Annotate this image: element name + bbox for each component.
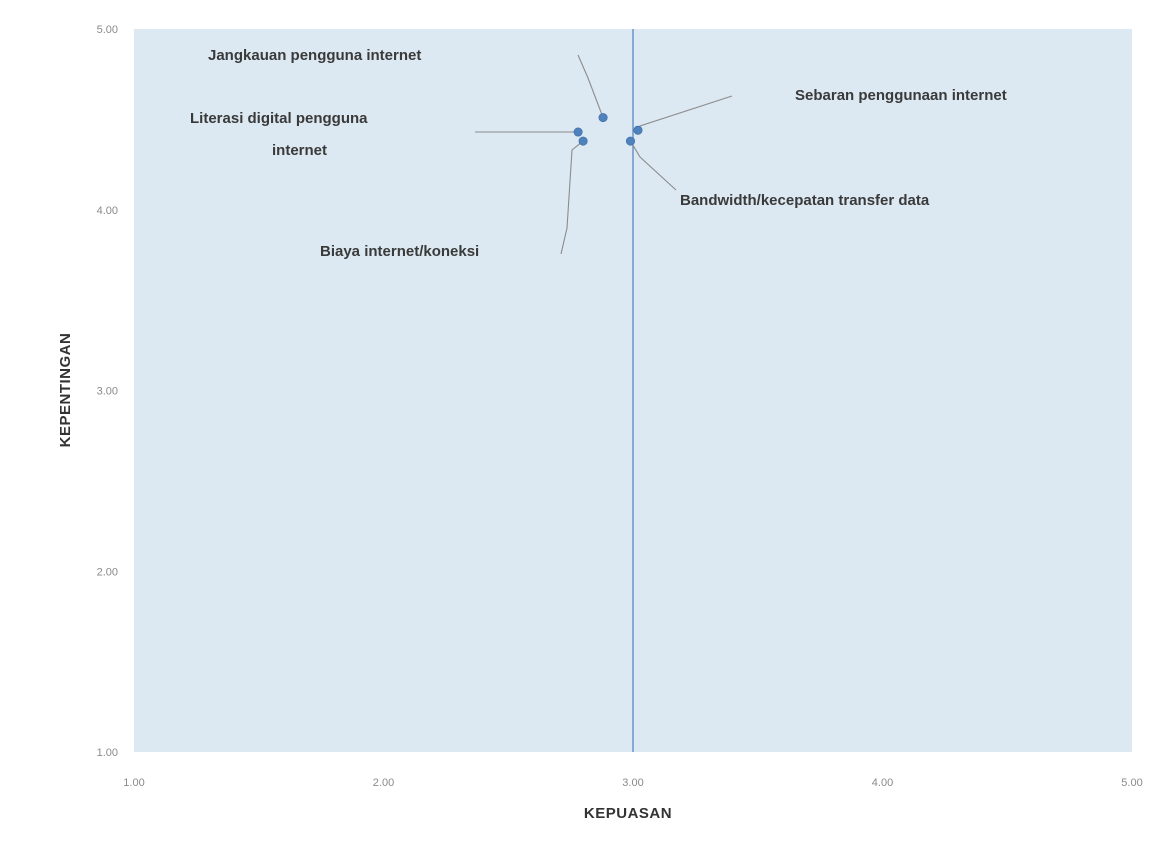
data-point-label: Bandwidth/kecepatan transfer data xyxy=(680,192,930,209)
data-point-marker xyxy=(626,136,636,146)
data-point-label: Biaya internet/koneksi xyxy=(320,243,479,260)
data-point-marker xyxy=(573,127,583,137)
y-axis-ticks: 1.00 2.00 3.00 4.00 5.00 xyxy=(97,24,118,759)
leader-line xyxy=(630,140,677,191)
x-tick-label: 5.00 xyxy=(1121,777,1142,789)
leader-line xyxy=(577,54,604,118)
y-tick-label: 5.00 xyxy=(97,24,118,36)
data-point-label: Literasi digital pengguna xyxy=(190,110,368,127)
data-point-marker xyxy=(633,125,643,135)
x-tick-label: 3.00 xyxy=(622,777,643,789)
leader-lines xyxy=(475,54,733,255)
data-point-marker xyxy=(578,136,588,146)
y-axis-title: KEPENTINGAN xyxy=(57,333,74,448)
leader-line xyxy=(560,140,584,255)
y-tick-label: 3.00 xyxy=(97,386,118,398)
x-tick-label: 2.00 xyxy=(373,777,394,789)
y-tick-label: 2.00 xyxy=(97,566,118,578)
data-point-marker xyxy=(598,113,608,123)
x-tick-label: 1.00 xyxy=(123,777,144,789)
y-tick-label: 1.00 xyxy=(97,747,118,759)
x-tick-label: 4.00 xyxy=(872,777,893,789)
y-tick-label: 4.00 xyxy=(97,205,118,217)
data-point-label: Sebaran penggunaan internet xyxy=(795,87,1007,104)
point-labels: Jangkauan pengguna internet Sebaran pengg… xyxy=(190,47,1007,260)
x-axis-title: KEPUASAN xyxy=(584,805,672,822)
data-point-label: Jangkauan pengguna internet xyxy=(208,47,421,64)
data-point-label: internet xyxy=(272,142,327,159)
data-points xyxy=(573,113,643,146)
x-axis-ticks: 1.00 2.00 3.00 4.00 5.00 xyxy=(123,777,1142,789)
